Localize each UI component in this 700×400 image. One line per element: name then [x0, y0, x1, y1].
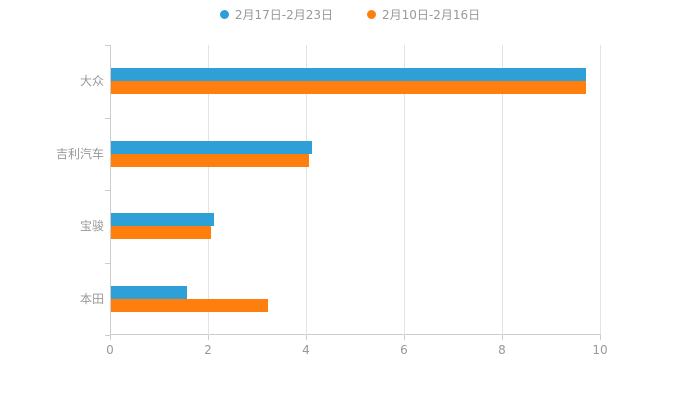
legend-label: 2月17日-2月23日	[234, 8, 333, 22]
x-tick-label: 2	[204, 343, 212, 357]
x-axis-tick	[306, 335, 307, 340]
plot-area: 0 2 4 6 8 10 大众吉利汽车宝骏本田	[56, 45, 608, 357]
gridline-x-2	[208, 45, 209, 335]
gridline-x-4	[306, 45, 307, 335]
x-tick-label: 10	[592, 343, 608, 357]
x-tick-label: 6	[400, 343, 408, 357]
legend-item-week-previous[interactable]: 2月10日-2月16日	[367, 6, 480, 23]
legend-item-week-current[interactable]: 2月17日-2月23日	[219, 6, 333, 23]
bar-宝骏-series-2	[111, 226, 212, 240]
x-axis-line	[110, 334, 601, 335]
legend-marker-orange-icon	[367, 10, 376, 19]
y-axis-tick	[105, 117, 110, 119]
legend-label: 2月10日-2月16日	[382, 8, 481, 22]
x-axis-tick	[502, 335, 503, 340]
category-label-3: 宝骏	[79, 219, 104, 234]
category-label-2: 吉利汽车	[55, 146, 104, 161]
y-axis-tick	[105, 262, 110, 264]
bar-吉利汽车-series-2	[111, 153, 310, 167]
gridline-x-10	[600, 45, 601, 335]
y-axis-tick	[105, 190, 110, 191]
bar-宝骏-series-1	[111, 213, 214, 227]
category-label-4: 本田	[79, 291, 104, 306]
bar-本田-series-1	[111, 285, 187, 299]
x-tick-label: 8	[498, 343, 506, 357]
gridline-x-8	[502, 45, 503, 335]
bar-大众-series-2	[111, 81, 587, 95]
legend-marker-blue-icon	[219, 10, 229, 19]
category-label-1: 大众	[79, 74, 104, 89]
bar-大众-series-1	[111, 68, 587, 82]
x-axis-tick	[600, 335, 601, 340]
x-axis-tick	[208, 335, 209, 340]
gridline-x-6	[404, 45, 405, 335]
x-axis-tick	[404, 335, 405, 340]
y-axis-tick	[105, 335, 110, 336]
bar-吉利汽车-series-1	[111, 140, 312, 154]
y-axis-tick	[105, 45, 110, 46]
x-axis-tick	[110, 335, 111, 340]
chart-legend: 2月17日-2月23日 2月10日-2月16日	[0, 6, 700, 23]
bar-本田-series-2	[111, 298, 268, 312]
x-tick-label: 0	[106, 343, 114, 357]
x-tick-label: 4	[302, 343, 310, 357]
y-axis-line	[110, 45, 111, 335]
